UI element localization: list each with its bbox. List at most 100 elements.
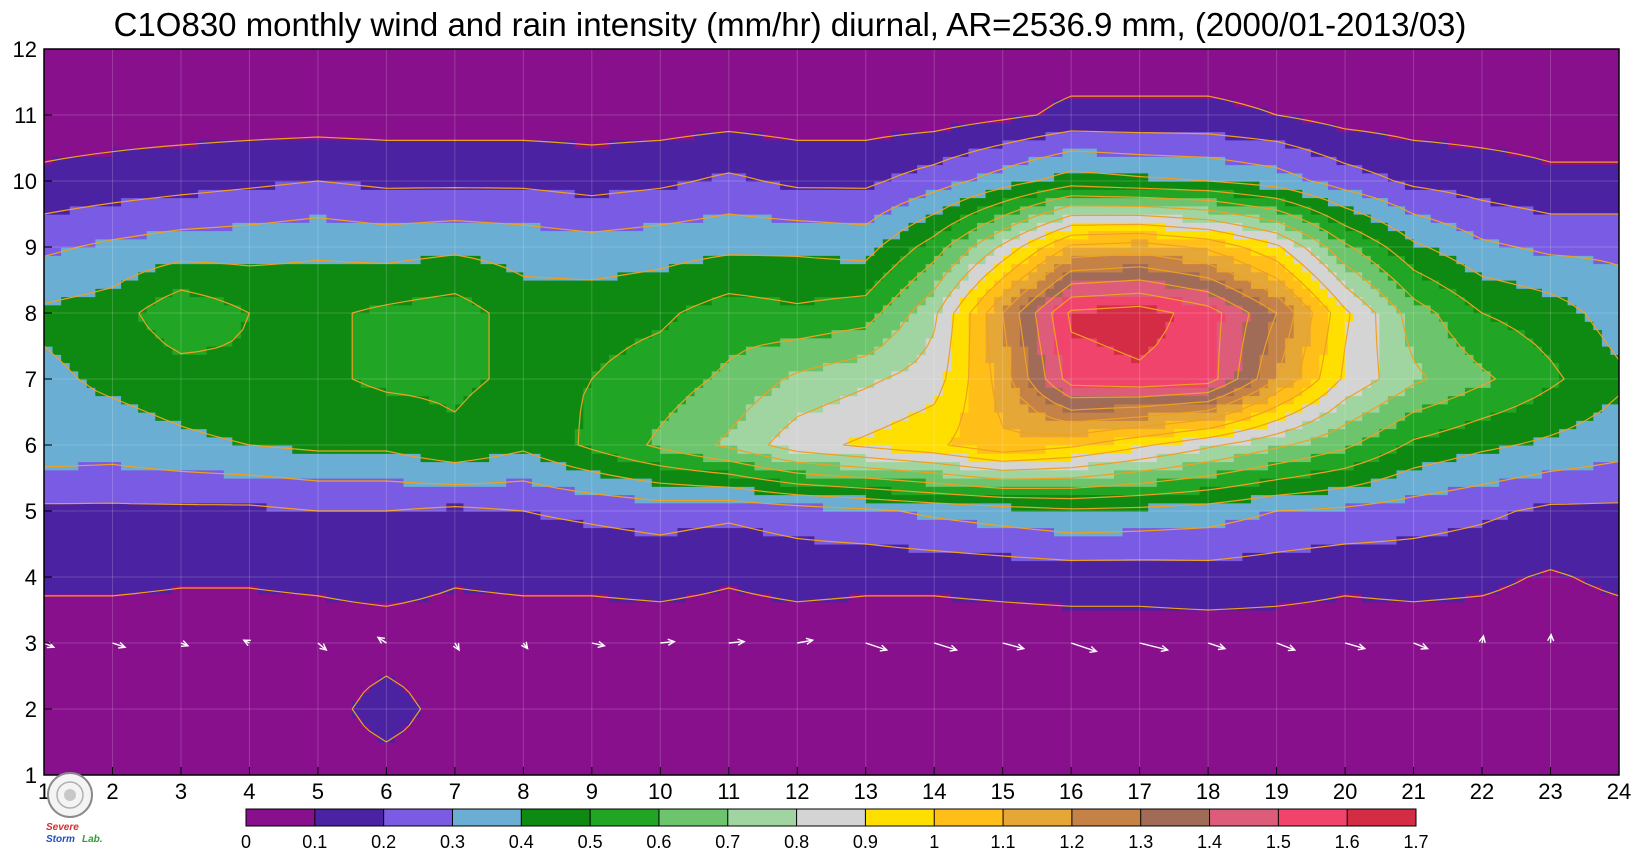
field-cell <box>257 717 268 727</box>
field-cell <box>1387 709 1398 718</box>
field-cell <box>103 717 114 727</box>
field-cell <box>668 750 679 760</box>
field-cell <box>429 560 439 570</box>
field-cell <box>805 610 815 619</box>
field-cell <box>608 618 619 628</box>
field-cell <box>711 593 721 603</box>
field-cell <box>617 700 627 710</box>
rain-intensity-field <box>44 49 1619 775</box>
field-cell <box>608 700 619 710</box>
field-cell <box>899 725 910 735</box>
field-cell <box>121 651 131 661</box>
field-cell <box>480 709 490 718</box>
field-cell <box>745 700 756 710</box>
field-cell <box>1156 709 1166 718</box>
field-cell <box>1576 560 1586 570</box>
field-cell <box>857 758 867 768</box>
field-cell <box>343 593 353 603</box>
field-cell <box>840 709 850 718</box>
field-cell <box>1370 626 1380 636</box>
field-cell <box>266 709 276 718</box>
field-cell <box>857 610 867 619</box>
field-cell <box>865 659 875 669</box>
field-cell <box>403 717 413 727</box>
field-cell <box>549 733 559 743</box>
field-cell <box>651 742 661 751</box>
field-cell <box>1233 585 1243 595</box>
field-cell <box>1507 585 1517 595</box>
field-cell <box>146 544 156 553</box>
field-cell <box>1054 676 1064 685</box>
field-cell <box>1601 709 1612 718</box>
field-cell <box>78 742 88 751</box>
field-cell <box>189 601 199 611</box>
field-cell <box>1242 601 1252 611</box>
field-cell <box>694 766 704 775</box>
field-cell <box>1036 684 1047 694</box>
field-cell <box>1584 700 1594 710</box>
field-cell <box>591 717 601 727</box>
field-cell <box>1216 684 1226 694</box>
field-cell <box>908 667 918 677</box>
field-cell <box>1302 758 1312 768</box>
field-cell <box>283 659 293 669</box>
field-cell <box>103 692 114 702</box>
field-cell <box>471 742 482 751</box>
field-cell <box>52 758 62 768</box>
field-cell <box>1456 725 1466 735</box>
field-cell <box>121 568 131 578</box>
field-cell <box>172 742 182 751</box>
field-cell <box>566 651 576 661</box>
field-cell <box>138 766 148 775</box>
field-cell <box>805 758 815 768</box>
field-cell <box>300 667 310 677</box>
field-cell <box>1327 618 1338 628</box>
field-cell <box>1233 601 1243 611</box>
field-cell <box>1490 758 1500 768</box>
field-cell <box>61 667 71 677</box>
field-cell <box>917 585 927 595</box>
field-cell <box>917 692 927 702</box>
field-cell <box>266 544 276 553</box>
field-cell <box>189 676 199 685</box>
field-cell <box>1516 577 1526 586</box>
field-cell <box>497 758 507 768</box>
field-cell <box>1482 742 1492 751</box>
field-cell <box>1593 684 1603 694</box>
field-cell <box>1250 709 1261 718</box>
field-cell <box>317 725 328 735</box>
field-cell <box>549 643 559 652</box>
field-cell <box>1071 766 1081 775</box>
field-cell <box>1387 560 1398 570</box>
field-cell <box>1362 651 1372 661</box>
field-cell <box>994 626 1004 636</box>
field-cell <box>1370 684 1380 694</box>
field-cell <box>1259 758 1269 768</box>
field-cell <box>1105 651 1115 661</box>
field-cell <box>1096 733 1107 743</box>
field-cell <box>1379 585 1389 595</box>
field-cell <box>1482 750 1492 760</box>
field-cell <box>1499 750 1509 760</box>
field-cell <box>52 577 62 586</box>
field-cell <box>591 577 601 586</box>
field-cell <box>1456 758 1466 768</box>
field-cell <box>583 766 593 775</box>
field-cell <box>771 733 781 743</box>
field-cell <box>1482 733 1492 743</box>
field-cell <box>386 733 396 743</box>
field-cell <box>899 758 910 768</box>
field-cell <box>1310 601 1321 611</box>
field-cell <box>1319 750 1329 760</box>
field-cell <box>1054 709 1064 718</box>
field-cell <box>1422 618 1432 628</box>
field-cell <box>728 634 738 644</box>
field-cell <box>728 717 738 727</box>
field-cell <box>703 601 713 611</box>
field-cell <box>583 684 593 694</box>
field-cell <box>1131 733 1141 743</box>
field-cell <box>728 758 738 768</box>
field-cell <box>335 684 345 694</box>
field-cell <box>1533 700 1543 710</box>
field-cell <box>1345 568 1355 578</box>
